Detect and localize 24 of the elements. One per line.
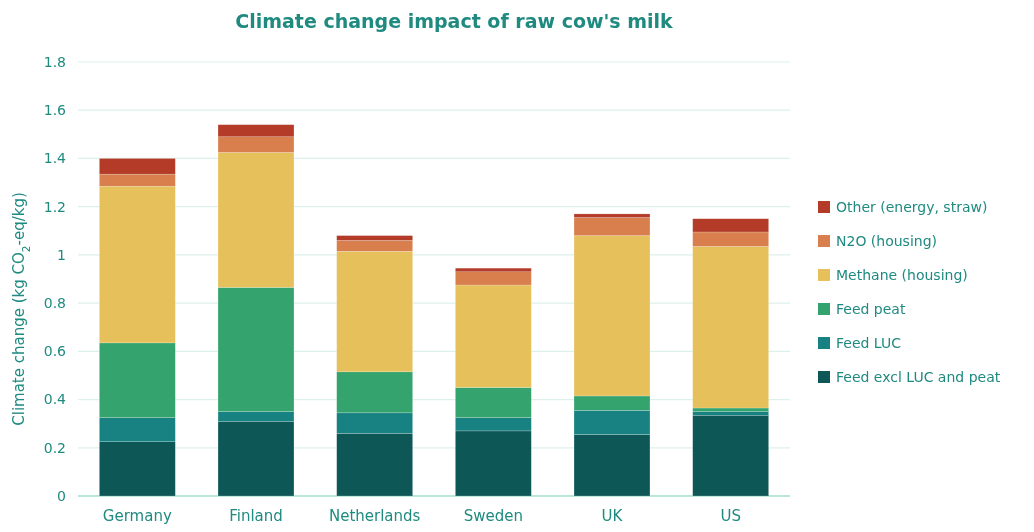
y-tick-label: 0.8 [43,295,66,312]
x-tick-label: Germany [102,507,172,525]
legend-label: Other (energy, straw) [836,198,988,215]
chart-title: Climate change impact of raw cow's milk [235,10,674,32]
y-tick-label: 1.4 [43,150,67,167]
x-tick-label: Sweden [463,507,523,525]
y-tick-label: 1.8 [43,53,66,70]
legend-label: Feed peat [836,300,906,317]
y-tick-label: 0.2 [43,439,66,456]
y-tick-label: 1.6 [43,102,67,119]
legend-label: N2O (housing) [836,232,938,249]
y-tick-label: 1 [57,246,66,263]
bar [692,414,769,497]
legend-label: Feed excl LUC and peat [836,368,1001,385]
legend-label: Feed LUC [836,334,902,351]
x-tick-label: Finland [229,507,283,525]
legend-label: Methane (housing) [836,266,968,283]
y-tick-label: 0 [57,487,66,504]
y-tick-label: 0.6 [43,343,67,360]
x-tick-label: UK [601,507,624,525]
x-tick-label: Netherlands [328,507,421,525]
y-tick-label: 1.2 [43,198,66,215]
y-tick-label: 0.4 [43,391,67,408]
x-tick-label: US [720,507,741,525]
